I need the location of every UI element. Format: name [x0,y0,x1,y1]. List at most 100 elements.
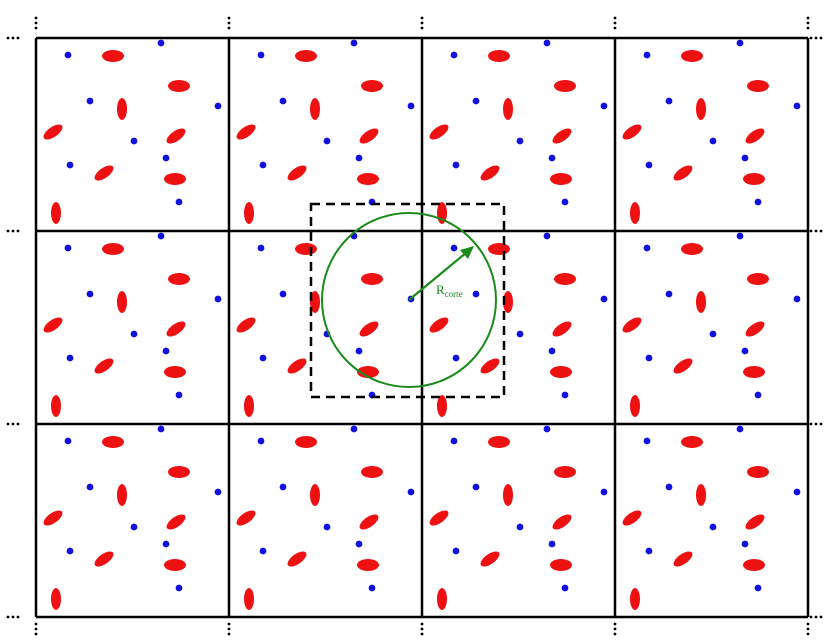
atom-dot [600,102,608,110]
molecule-ellipse [488,50,510,62]
molecule-ellipse [361,273,383,285]
molecule-ellipse [361,80,383,92]
cutoff-label-subscript: corte [445,289,463,299]
atom-dot [259,547,267,555]
atom-dot [175,198,183,206]
molecule-ellipse [630,395,640,417]
molecule-ellipse [480,551,500,567]
atom-dot [793,102,801,110]
atom-dot [323,137,331,145]
atom-dot [643,437,651,445]
continuation-dot [809,229,813,233]
molecule-ellipse [696,98,706,120]
atom-dot [257,51,265,59]
molecule-ellipse [745,128,765,144]
periodic-cell-r2-c2 [236,232,415,417]
continuation-dot [809,615,813,619]
continuation-dot [227,622,231,626]
cutoff-label: Rcorte [436,282,463,299]
atom-dot [323,523,331,531]
cutoff-radius-arrow [408,251,468,301]
continuation-dot [11,229,15,233]
molecule-ellipse [550,366,572,378]
continuation-dot [6,229,10,233]
atom-dot [175,391,183,399]
molecule-ellipse [550,559,572,571]
atom-dot [561,584,569,592]
continuation-dot [814,36,818,40]
atom-dot [665,290,673,298]
periodic-cell-r3-c3 [429,425,608,610]
molecule-ellipse [552,514,572,530]
atom-dot [279,290,287,298]
atom-dot [472,483,480,491]
molecule-ellipse [357,366,379,378]
atom-dot [452,161,460,169]
atom-dot [645,161,653,169]
molecule-ellipse [51,202,61,224]
atom-dot [600,488,608,496]
molecule-ellipse [236,124,256,140]
molecule-ellipse [630,588,640,610]
atom-dot [368,584,376,592]
atom-dot [709,137,717,145]
molecule-ellipse [94,358,114,374]
molecule-ellipse [745,514,765,530]
molecule-ellipse [43,317,63,333]
continuation-dot [814,615,818,619]
atom-dot [516,137,524,145]
atom-dot [754,584,762,592]
periodic-cell-r2-c4 [622,232,801,417]
molecule-ellipse [630,202,640,224]
molecule-ellipse [287,165,307,181]
continuation-dot [420,21,424,25]
cutoff-arrowhead [460,246,474,259]
atom-dot [645,354,653,362]
atom-dot [472,290,480,298]
periodic-cell-r1-c4 [622,39,801,224]
continuation-dot [809,422,813,426]
atom-dot [214,295,222,303]
atom-dot [665,483,673,491]
molecule-ellipse [503,291,513,313]
continuation-dot [420,16,424,20]
atom-dot [548,540,556,548]
atom-dot [516,523,524,531]
atom-dot [130,137,138,145]
atom-dot [279,97,287,105]
molecule-ellipse [43,510,63,526]
continuation-dot [613,16,617,20]
continuation-dot [613,21,617,25]
atom-dot [66,161,74,169]
atom-dot [64,244,72,252]
atom-dot [543,425,551,433]
atom-dot [643,51,651,59]
atom-dot [66,547,74,555]
atom-dot [736,39,744,47]
molecule-ellipse [696,291,706,313]
molecule-ellipse [503,98,513,120]
atom-dot [548,154,556,162]
continuation-dot [227,26,231,30]
atom-dot [741,540,749,548]
atom-dot [86,483,94,491]
atom-dot [472,97,480,105]
molecule-ellipse [550,173,572,185]
molecule-ellipse [745,321,765,337]
molecule-ellipse [287,551,307,567]
atom-dot [793,488,801,496]
molecule-ellipse [437,395,447,417]
molecule-ellipse [117,291,127,313]
molecule-ellipse [117,484,127,506]
atom-dot [157,39,165,47]
periodic-cell-r1-c3 [429,39,608,224]
atom-dot [793,295,801,303]
molecule-ellipse [102,50,124,62]
atom-dot [754,198,762,206]
molecule-ellipse [236,510,256,526]
molecule-ellipse [673,358,693,374]
molecule-ellipse [166,514,186,530]
continuation-dot [34,632,38,636]
atom-dot [450,244,458,252]
continuation-dot [16,36,20,40]
